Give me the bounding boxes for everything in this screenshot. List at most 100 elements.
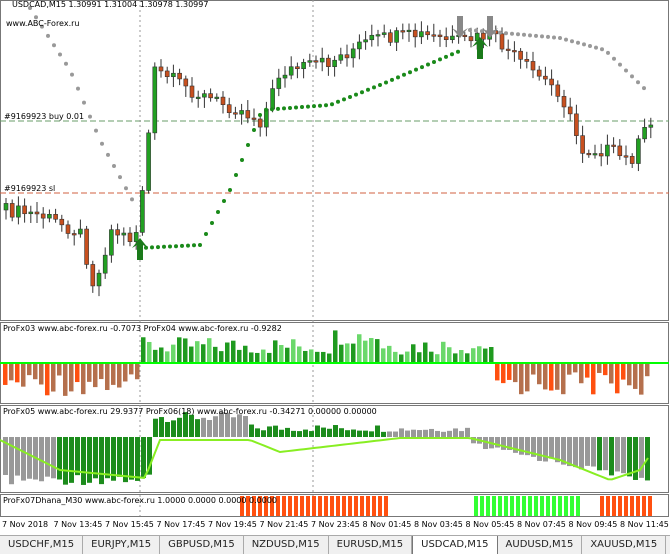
dhana-bar — [516, 496, 520, 516]
symbol-tab[interactable]: USDCHF,M15 — [0, 536, 84, 554]
osc-bar — [459, 350, 464, 363]
osc-bar — [585, 437, 590, 466]
sar-dot — [432, 59, 436, 64]
sar-dot — [444, 54, 448, 59]
symbol-tab[interactable]: EURUSD,M15 — [329, 536, 413, 554]
sar-dot — [456, 49, 460, 54]
time-label: 7 Nov 13:45 — [54, 520, 103, 529]
osc-bar — [435, 430, 440, 437]
candle-body — [549, 78, 554, 86]
osc-bar — [27, 363, 32, 376]
osc-bar — [543, 437, 548, 462]
candle-body — [381, 32, 387, 35]
osc-bar — [621, 437, 626, 474]
symbol-tab[interactable]: NZDUSD,M15 — [244, 536, 329, 554]
osc-bar — [3, 363, 8, 385]
osc-bar — [567, 363, 572, 375]
osc-bar — [39, 363, 44, 385]
candle-body — [499, 33, 505, 50]
osc-bar — [591, 437, 596, 467]
symbol-tab[interactable]: USDCAD,M15 — [412, 536, 498, 554]
osc-bar — [411, 429, 416, 437]
osc-bar — [225, 342, 230, 363]
dhana-bar — [324, 496, 328, 516]
sar-dot — [378, 83, 382, 87]
osc-bar — [441, 431, 446, 437]
osc-bar — [45, 363, 50, 396]
osc-bar — [567, 437, 572, 467]
osc-bar — [189, 414, 194, 437]
time-label: 7 Nov 19:45 — [208, 520, 257, 529]
candle-body — [512, 50, 517, 53]
sar-dot — [534, 33, 538, 38]
candle-body — [468, 36, 474, 42]
candle-body — [307, 60, 313, 63]
dhana-bar — [546, 496, 550, 516]
sar-dot — [174, 244, 178, 249]
sar-dot — [100, 141, 104, 146]
sar-dot — [162, 244, 166, 249]
candle-body — [3, 203, 9, 211]
osc-bar — [555, 437, 560, 463]
sar-dot — [336, 99, 340, 104]
panel-frame — [0, 405, 669, 493]
sar-dot — [474, 28, 478, 33]
osc-bar — [519, 363, 524, 395]
osc-bar — [213, 346, 218, 363]
symbol-tab[interactable]: XAUUSD,M15 — [582, 536, 667, 554]
candle-body — [127, 232, 133, 242]
osc-bar — [321, 351, 326, 363]
osc-bar — [519, 437, 524, 455]
osc-bar — [405, 351, 410, 363]
osc-bar — [501, 363, 506, 384]
symbol-tab[interactable]: EURJPY,M15 — [83, 536, 161, 554]
osc-bar — [219, 351, 224, 363]
osc-bar — [15, 437, 20, 476]
osc-bar — [243, 345, 248, 363]
candle-body — [34, 211, 40, 215]
symbol-tab[interactable]: AUDUSD,M15 — [498, 536, 583, 554]
sar-dot — [348, 95, 352, 99]
candle-body — [611, 144, 616, 147]
dhana-bar — [522, 496, 526, 516]
candle-body — [47, 214, 52, 219]
panel2-label: ProFx05 www.abc-forex.ru 29.9377 ProFx06… — [3, 407, 377, 416]
osc-bar — [597, 437, 602, 471]
sar-dot — [552, 35, 556, 40]
candle-body — [443, 36, 449, 40]
dhana-bar — [558, 496, 562, 516]
osc-bar — [183, 412, 188, 437]
osc-bar — [351, 343, 356, 363]
dhana-bar — [294, 496, 298, 516]
osc-bar — [507, 363, 512, 380]
candle-body — [245, 110, 251, 119]
sar-dot — [58, 52, 62, 57]
osc-bar — [627, 363, 632, 386]
symbol-tab[interactable]: GBPUSD,M15 — [160, 536, 244, 554]
candle-body — [394, 30, 399, 43]
osc-bar — [177, 337, 182, 363]
osc-bar — [387, 345, 392, 363]
sar-dot — [40, 24, 44, 29]
candle-body — [295, 66, 300, 70]
dhana-bar — [570, 496, 574, 516]
sar-dot — [582, 42, 586, 47]
osc-bar — [333, 330, 338, 363]
osc-bar — [213, 416, 218, 437]
candle-body — [28, 211, 34, 215]
sar-dot — [112, 164, 116, 168]
osc-bar — [555, 363, 560, 390]
chart-layers — [0, 0, 669, 517]
sar-dot — [480, 29, 484, 34]
dhana-bar — [636, 496, 640, 516]
dhana-bar — [564, 496, 568, 516]
osc-bar — [429, 428, 434, 437]
dhana-bar — [258, 496, 262, 516]
osc-bar — [45, 437, 50, 477]
candle-body — [65, 224, 71, 234]
candle-body — [642, 127, 647, 140]
osc-bar — [525, 363, 530, 392]
osc-bar — [291, 339, 296, 363]
panel1-label: ProFx03 www.abc-forex.ru -0.7073 ProFx04… — [3, 324, 282, 333]
candle-body — [214, 96, 220, 99]
